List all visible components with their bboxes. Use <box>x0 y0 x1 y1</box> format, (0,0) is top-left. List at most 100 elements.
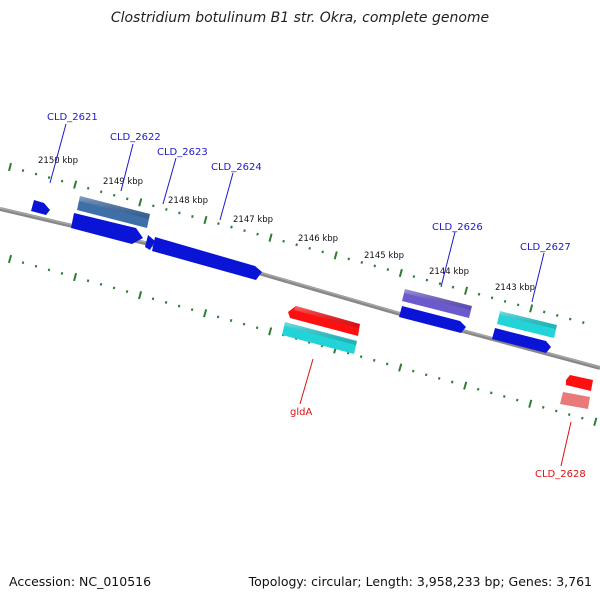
minor-tick <box>424 373 428 377</box>
gene-label[interactable]: CLD_2627 <box>520 242 571 253</box>
minor-tick <box>451 285 455 289</box>
gene-arrow[interactable] <box>492 328 551 353</box>
minor-tick <box>490 296 494 300</box>
minor-tick <box>425 278 429 282</box>
minor-tick <box>230 225 233 229</box>
upper-scale-ring <box>8 162 585 324</box>
minor-tick <box>229 319 233 322</box>
accession-text: Accession: NC_010516 <box>9 574 151 589</box>
minor-tick <box>191 215 194 218</box>
minor-tick <box>360 261 364 264</box>
minor-tick <box>477 292 481 296</box>
minor-tick <box>151 297 155 301</box>
tick-label: 2145 kbp <box>364 251 404 261</box>
minor-tick <box>516 303 520 307</box>
minor-tick <box>255 326 259 330</box>
map-title: Clostridium botulinum B1 str. Okra, comp… <box>111 10 489 26</box>
tick-label: 2144 kbp <box>429 267 469 277</box>
gene-features <box>31 196 593 409</box>
gene-arrow[interactable] <box>145 235 155 250</box>
major-tick <box>203 309 208 318</box>
minor-tick <box>216 315 220 319</box>
minor-tick <box>165 208 168 211</box>
minor-tick <box>152 204 155 208</box>
minor-tick <box>217 222 220 225</box>
genome-summary-text: Topology: circular; Length: 3,958,233 bp… <box>248 574 592 589</box>
minor-tick <box>21 261 25 265</box>
minor-tick <box>567 413 571 416</box>
minor-tick <box>125 197 129 201</box>
minor-tick <box>112 193 116 197</box>
gene-label[interactable]: gldA <box>290 407 312 418</box>
minor-tick <box>190 308 194 312</box>
major-tick <box>333 251 338 260</box>
minor-tick <box>502 395 506 398</box>
gene-arrow[interactable] <box>566 375 593 391</box>
minor-tick <box>86 279 90 283</box>
gene-labels: CLD_2621 CLD_2622 CLD_2623 CLD_2624 CLD_… <box>47 112 586 480</box>
gene-label[interactable]: CLD_2623 <box>157 147 208 158</box>
major-tick <box>528 399 533 408</box>
minor-tick <box>86 186 90 190</box>
major-tick <box>464 286 469 295</box>
minor-tick <box>125 290 129 293</box>
gene-arrow <box>294 306 360 328</box>
minor-tick <box>99 190 103 194</box>
major-tick <box>268 327 273 336</box>
minor-tick <box>489 391 493 395</box>
lower-scale-ring <box>7 254 598 426</box>
major-tick <box>203 215 208 225</box>
gene-arrow[interactable] <box>152 237 262 280</box>
major-tick <box>398 363 403 372</box>
gene-arrow[interactable] <box>71 213 143 244</box>
major-tick <box>463 381 468 390</box>
major-tick <box>138 198 143 207</box>
minor-tick <box>373 264 377 268</box>
minor-tick <box>34 172 38 176</box>
minor-tick <box>554 409 558 413</box>
minor-tick <box>47 176 51 180</box>
tick-label: 2143 kbp <box>495 283 535 293</box>
minor-tick <box>308 246 311 250</box>
minor-tick <box>60 272 64 275</box>
minor-tick <box>438 282 442 286</box>
gene-label[interactable]: CLD_2622 <box>110 132 161 143</box>
major-tick <box>7 254 13 264</box>
minor-tick <box>60 179 64 183</box>
major-tick <box>529 304 534 313</box>
gene-label[interactable]: CLD_2621 <box>47 112 98 123</box>
minor-tick <box>178 211 181 215</box>
minor-tick <box>242 322 246 326</box>
major-tick <box>138 291 143 300</box>
gene-arrow <box>284 322 357 345</box>
gene-arrow[interactable] <box>288 306 360 336</box>
minor-tick <box>372 358 376 362</box>
minor-tick <box>542 310 546 314</box>
gene-arrow[interactable] <box>31 200 50 215</box>
major-tick <box>398 268 403 278</box>
gene-label[interactable]: CLD_2626 <box>432 222 483 233</box>
minor-tick <box>582 321 585 324</box>
gene-label[interactable]: CLD_2624 <box>211 162 262 173</box>
gene-arrow[interactable] <box>399 306 466 333</box>
minor-tick <box>386 268 390 271</box>
minor-tick <box>282 239 285 243</box>
minor-tick <box>359 355 363 359</box>
gene-arrow <box>499 311 557 329</box>
minor-tick <box>503 299 507 303</box>
gene-arrow[interactable] <box>560 392 590 409</box>
gene-label[interactable]: CLD_2628 <box>535 469 586 480</box>
minor-tick <box>411 369 415 373</box>
tick-label: 2150 kbp <box>38 156 78 166</box>
minor-tick <box>412 275 416 278</box>
minor-tick <box>295 243 298 247</box>
minor-tick <box>450 380 454 384</box>
minor-tick <box>21 169 25 172</box>
minor-tick <box>437 376 441 380</box>
major-tick <box>8 162 12 172</box>
minor-tick <box>347 257 351 261</box>
gene-arrow <box>79 196 150 219</box>
minor-tick <box>541 405 545 409</box>
minor-tick <box>164 301 168 304</box>
